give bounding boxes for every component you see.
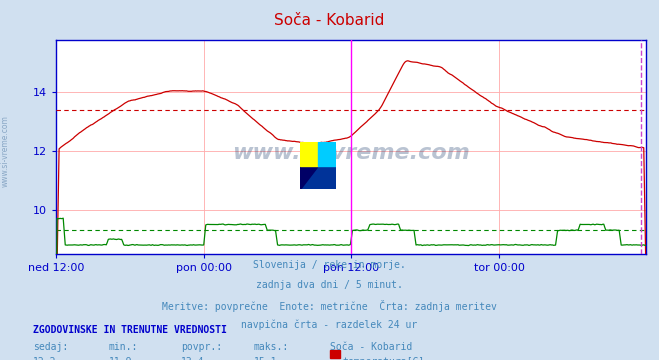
Text: min.:: min.: (109, 342, 138, 352)
Polygon shape (300, 142, 336, 189)
Text: www.si-vreme.com: www.si-vreme.com (1, 115, 10, 187)
Bar (300, 142, 318, 166)
Text: temperatura[C]: temperatura[C] (343, 357, 425, 360)
Text: Slovenija / reke in morje.: Slovenija / reke in morje. (253, 260, 406, 270)
Text: 11,9: 11,9 (109, 357, 132, 360)
Polygon shape (300, 142, 336, 189)
Text: 13,4: 13,4 (181, 357, 205, 360)
Text: www.si-vreme.com: www.si-vreme.com (232, 143, 470, 163)
Text: 12,2: 12,2 (33, 357, 57, 360)
Text: navpična črta - razdelek 24 ur: navpična črta - razdelek 24 ur (241, 319, 418, 330)
Polygon shape (300, 142, 336, 189)
Text: 15,1: 15,1 (254, 357, 277, 360)
Text: povpr.:: povpr.: (181, 342, 222, 352)
Text: zadnja dva dni / 5 minut.: zadnja dva dni / 5 minut. (256, 280, 403, 290)
Text: ZGODOVINSKE IN TRENUTNE VREDNOSTI: ZGODOVINSKE IN TRENUTNE VREDNOSTI (33, 325, 227, 335)
Bar (300, 166, 336, 189)
Text: sedaj:: sedaj: (33, 342, 68, 352)
Bar (318, 142, 336, 166)
Text: Meritve: povprečne  Enote: metrične  Črta: zadnja meritev: Meritve: povprečne Enote: metrične Črta:… (162, 300, 497, 311)
Bar (318, 142, 336, 166)
Text: Soča - Kobarid: Soča - Kobarid (330, 342, 412, 352)
Bar (300, 142, 318, 166)
Text: maks.:: maks.: (254, 342, 289, 352)
Text: Soča - Kobarid: Soča - Kobarid (274, 13, 385, 28)
